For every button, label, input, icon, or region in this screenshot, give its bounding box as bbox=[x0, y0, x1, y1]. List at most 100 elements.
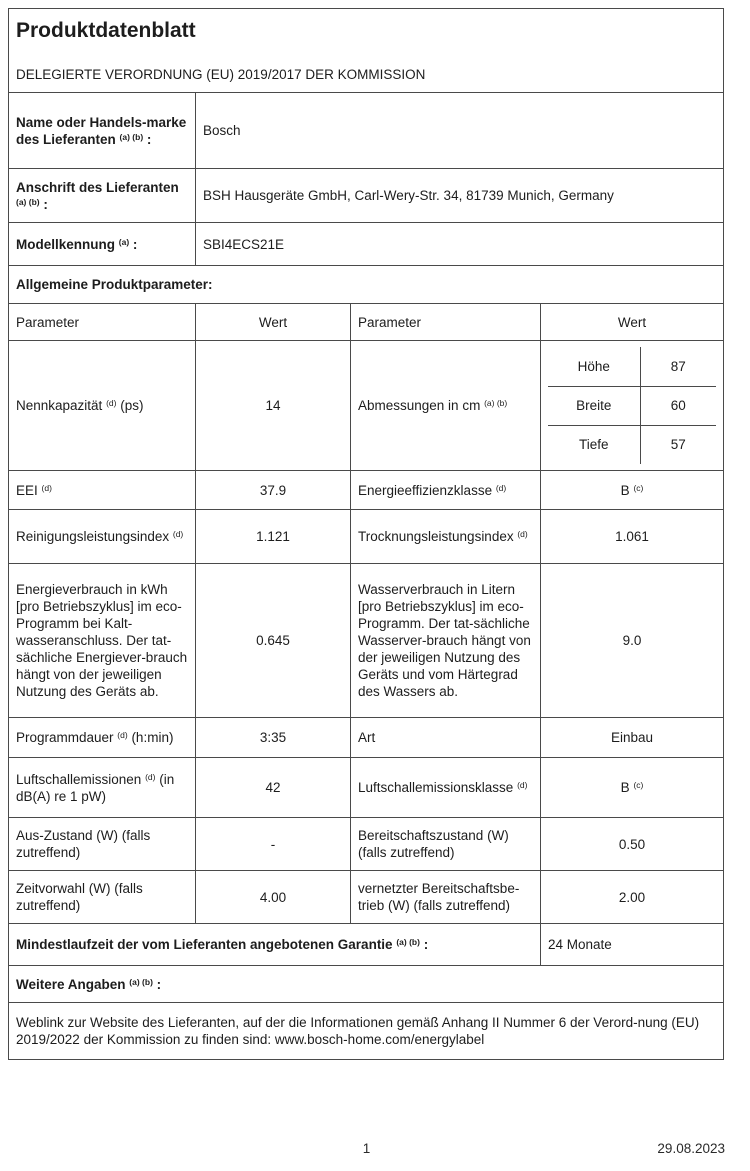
row-additional-info: Weitere Angaben (a) (b) : bbox=[7, 965, 725, 1003]
label-colon: : bbox=[419, 937, 429, 952]
param-label-cell: EEI (d) bbox=[8, 470, 196, 510]
footnote-sup: (d) bbox=[172, 529, 184, 539]
footnote-sup: (a) (b) bbox=[484, 398, 508, 408]
weblink-text: Weblink zur Website des Lieferanten, auf… bbox=[7, 1002, 725, 1060]
param-value-cell: 2.00 bbox=[539, 870, 725, 924]
param-label: Trocknungsleistungsindex bbox=[358, 529, 518, 544]
header-parameter-right: Parameter bbox=[350, 303, 541, 341]
param-label-cell: Nennkapazität (d) (ps) bbox=[8, 340, 196, 471]
footnote-sup: (d) bbox=[495, 482, 507, 493]
param-value-cell: 42 bbox=[195, 757, 351, 818]
param-label-cell: Zeitvorwahl (W) (falls zutreffend) bbox=[8, 870, 196, 924]
param-label-suffix: (ps) bbox=[116, 398, 144, 413]
header-value-right: Wert bbox=[539, 303, 725, 341]
param-label: Luftschallemissionsklasse bbox=[358, 780, 518, 795]
param-label-cell: vernetzter Bereitschaftsbe-trieb (W) (fa… bbox=[350, 870, 541, 924]
supplier-address-label: Anschrift des Lieferanten bbox=[16, 179, 179, 195]
footnote-sup: (a) (b) bbox=[119, 131, 144, 142]
param-label: Abmessungen in cm bbox=[358, 398, 485, 413]
row-supplier-name: Name oder Handels-marke des Lieferanten … bbox=[8, 92, 725, 169]
dimension-label: Höhe bbox=[548, 347, 641, 387]
guarantee-label-cell: Mindestlaufzeit der vom Lieferanten ange… bbox=[8, 923, 541, 966]
header-value-left: Wert bbox=[195, 303, 351, 341]
row-title: Produktdatenblatt DELEGIERTE VERORDNUNG … bbox=[7, 8, 725, 93]
param-label-cell: Energieverbrauch in kWh [pro Betriebszyk… bbox=[8, 563, 196, 718]
param-label: Reinigungsleistungsindex bbox=[16, 529, 173, 544]
row-delay-networked: Zeitvorwahl (W) (falls zutreffend) 4.00 … bbox=[8, 870, 725, 924]
param-value-cell: 0.50 bbox=[539, 817, 725, 871]
footnote-sup: (d) bbox=[106, 398, 117, 408]
param-label: Energieeffizienzklasse bbox=[358, 482, 496, 498]
model-identifier-label-cell: Modellkennung (a) : bbox=[8, 222, 196, 266]
param-label-cell: Programmdauer (d) (h:min) bbox=[8, 717, 196, 758]
param-label-cell: Luftschallemissionen (d) (in dB(A) re 1 … bbox=[8, 757, 196, 818]
datasheet-table: Produktdatenblatt DELEGIERTE VERORDNUNG … bbox=[7, 8, 725, 1060]
param-label-cell: Reinigungsleistungsindex (d) bbox=[8, 509, 196, 564]
param-label: Nennkapazität bbox=[16, 398, 107, 413]
guarantee-label: Mindestlaufzeit der vom Lieferanten ange… bbox=[16, 937, 393, 952]
param-label-cell: Luftschallemissionsklasse (d) bbox=[350, 757, 541, 818]
param-value: B bbox=[620, 780, 634, 795]
row-cleaning-drying: Reinigungsleistungsindex (d) 1.121 Trock… bbox=[8, 509, 725, 564]
label-colon: : bbox=[143, 131, 152, 147]
footnote-sup: (d) bbox=[517, 780, 528, 790]
footnote-sup: (a) bbox=[118, 236, 130, 247]
footer-date: 29.08.2023 bbox=[657, 1141, 725, 1156]
dimensions-table: Höhe 87 Breite 60 Tiefe 57 bbox=[548, 347, 717, 464]
header-parameter-left: Parameter bbox=[8, 303, 196, 341]
param-value-cell: 4.00 bbox=[195, 870, 351, 924]
product-datasheet: Produktdatenblatt DELEGIERTE VERORDNUNG … bbox=[7, 8, 725, 1060]
dimension-label: Breite bbox=[548, 386, 641, 426]
footnote-sup: (a) (b) bbox=[16, 196, 40, 207]
param-label-cell: Art bbox=[350, 717, 541, 758]
dimension-label: Tiefe bbox=[548, 425, 641, 464]
param-value-cell: 14 bbox=[195, 340, 351, 471]
param-value-cell: 0.645 bbox=[195, 563, 351, 718]
row-guarantee: Mindestlaufzeit der vom Lieferanten ange… bbox=[8, 923, 725, 966]
footnote-sup: (a) (b) bbox=[129, 976, 153, 987]
param-label-cell: Wasserverbrauch in Litern [pro Betriebsz… bbox=[350, 563, 541, 718]
param-label-cell: Trocknungsleistungsindex (d) bbox=[350, 509, 541, 564]
param-label: Programmdauer bbox=[16, 730, 118, 745]
footnote-sup: (d) bbox=[517, 529, 528, 539]
param-label-suffix: (in dB(A) re 1 pW) bbox=[16, 771, 175, 804]
row-energy-water: Energieverbrauch in kWh [pro Betriebszyk… bbox=[8, 563, 725, 718]
row-off-standby: Aus-Zustand (W) (falls zutreffend) - Ber… bbox=[8, 817, 725, 871]
page-title: Produktdatenblatt bbox=[16, 18, 196, 42]
row-table-header: Parameter Wert Parameter Wert bbox=[8, 303, 725, 341]
param-value-cell: 3:35 bbox=[195, 717, 351, 758]
row-eei-class: EEI (d) 37.9 Energieeffizienzklasse (d) … bbox=[8, 470, 725, 510]
page-number: 1 bbox=[362, 1141, 371, 1156]
additional-info-cell: Weitere Angaben (a) (b) : bbox=[7, 965, 725, 1003]
param-value-cell: Einbau bbox=[539, 717, 725, 758]
dimension-row: Höhe 87 bbox=[548, 347, 717, 387]
label-colon: : bbox=[129, 236, 138, 252]
footnote-sup: (c) bbox=[633, 780, 644, 790]
row-section-heading: Allgemeine Produktparameter: bbox=[7, 265, 725, 304]
guarantee-value: 24 Monate bbox=[539, 923, 725, 966]
model-identifier-label: Modellkennung bbox=[16, 236, 115, 252]
footnote-sup: (d) bbox=[117, 730, 128, 740]
row-weblink: Weblink zur Website des Lieferanten, auf… bbox=[7, 1002, 725, 1060]
dimension-row: Breite 60 bbox=[548, 386, 717, 426]
supplier-address-value: BSH Hausgeräte GmbH, Carl-Wery-Str. 34, … bbox=[194, 168, 725, 223]
dimension-value: 57 bbox=[670, 437, 686, 453]
supplier-name-label: Name oder Handels-marke des Lieferanten bbox=[16, 114, 187, 147]
label-colon: : bbox=[39, 196, 48, 212]
param-value-cell: 9.0 bbox=[539, 563, 725, 718]
additional-info-label: Weitere Angaben bbox=[16, 976, 126, 992]
row-noise: Luftschallemissionen (d) (in dB(A) re 1 … bbox=[8, 757, 725, 818]
supplier-name-value: Bosch bbox=[194, 92, 725, 169]
param-value-cell: 37.9 bbox=[195, 470, 351, 510]
row-model-identifier: Modellkennung (a) : SBI4ECS21E bbox=[8, 222, 725, 266]
param-value-cell: B (c) bbox=[539, 470, 725, 510]
row-capacity-dimensions: Nennkapazität (d) (ps) 14 Abmessungen in… bbox=[8, 340, 725, 471]
param-label: EEI bbox=[16, 482, 42, 498]
model-identifier-value: SBI4ECS21E bbox=[194, 222, 725, 266]
param-label-suffix: (h:min) bbox=[127, 730, 174, 745]
supplier-name-label-cell: Name oder Handels-marke des Lieferanten … bbox=[8, 92, 196, 169]
label-colon: : bbox=[152, 976, 162, 992]
param-label: Luftschallemissionen bbox=[16, 771, 146, 787]
param-value-cell: B (c) bbox=[539, 757, 725, 818]
